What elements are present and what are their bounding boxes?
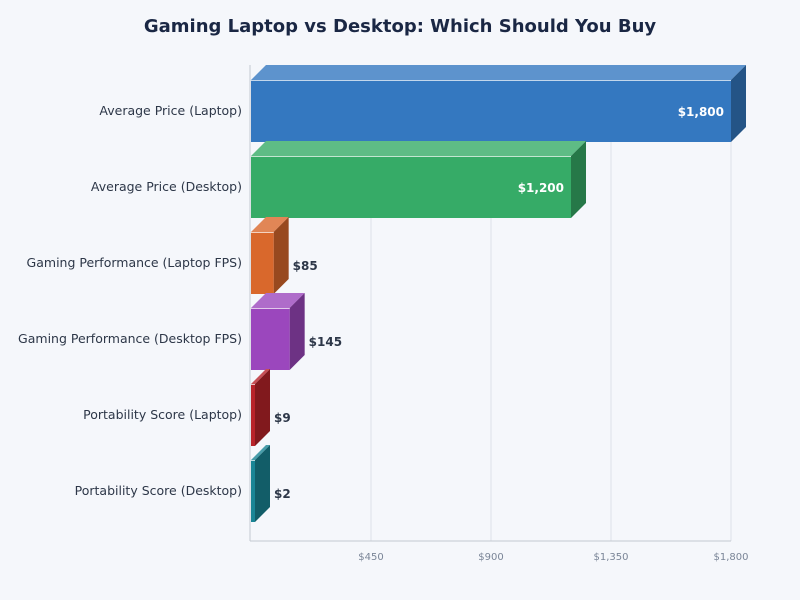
bar-side xyxy=(255,369,270,446)
bar-side xyxy=(273,217,289,294)
chart-title: Gaming Laptop vs Desktop: Which Should Y… xyxy=(143,16,657,37)
x-tick-label: $1,800 xyxy=(714,552,749,563)
x-tick-label: $450 xyxy=(358,552,383,563)
y-tick-label: Gaming Performance (Laptop FPS) xyxy=(27,255,242,270)
y-tick-label: Portability Score (Laptop) xyxy=(83,407,242,422)
bar-side xyxy=(255,445,270,522)
bar xyxy=(251,80,731,142)
bar-top xyxy=(251,141,586,156)
data-label: $2 xyxy=(274,487,291,501)
bar-top xyxy=(251,369,270,384)
y-tick-label: Average Price (Desktop) xyxy=(91,179,242,194)
data-label: $9 xyxy=(274,411,291,425)
bar-side xyxy=(731,65,746,142)
bar xyxy=(251,460,255,522)
y-tick-label: Portability Score (Desktop) xyxy=(75,483,242,498)
bar-top xyxy=(251,445,270,460)
data-label: $145 xyxy=(309,335,342,349)
bar-top xyxy=(251,293,305,308)
bar-side xyxy=(571,141,586,218)
x-tick-label: $900 xyxy=(478,552,503,563)
bar-top xyxy=(251,217,289,232)
y-tick-label: Gaming Performance (Desktop FPS) xyxy=(18,331,242,346)
bar xyxy=(251,308,290,370)
data-label: $1,200 xyxy=(518,181,564,195)
bar-side xyxy=(289,293,305,370)
bar-top xyxy=(251,65,746,80)
y-tick-label: Average Price (Laptop) xyxy=(99,103,242,118)
data-label: $1,800 xyxy=(678,105,724,119)
x-tick-label: $1,350 xyxy=(594,552,629,563)
data-label: $85 xyxy=(293,259,318,273)
bar xyxy=(251,232,274,294)
bar xyxy=(251,156,571,218)
bar xyxy=(251,384,255,446)
